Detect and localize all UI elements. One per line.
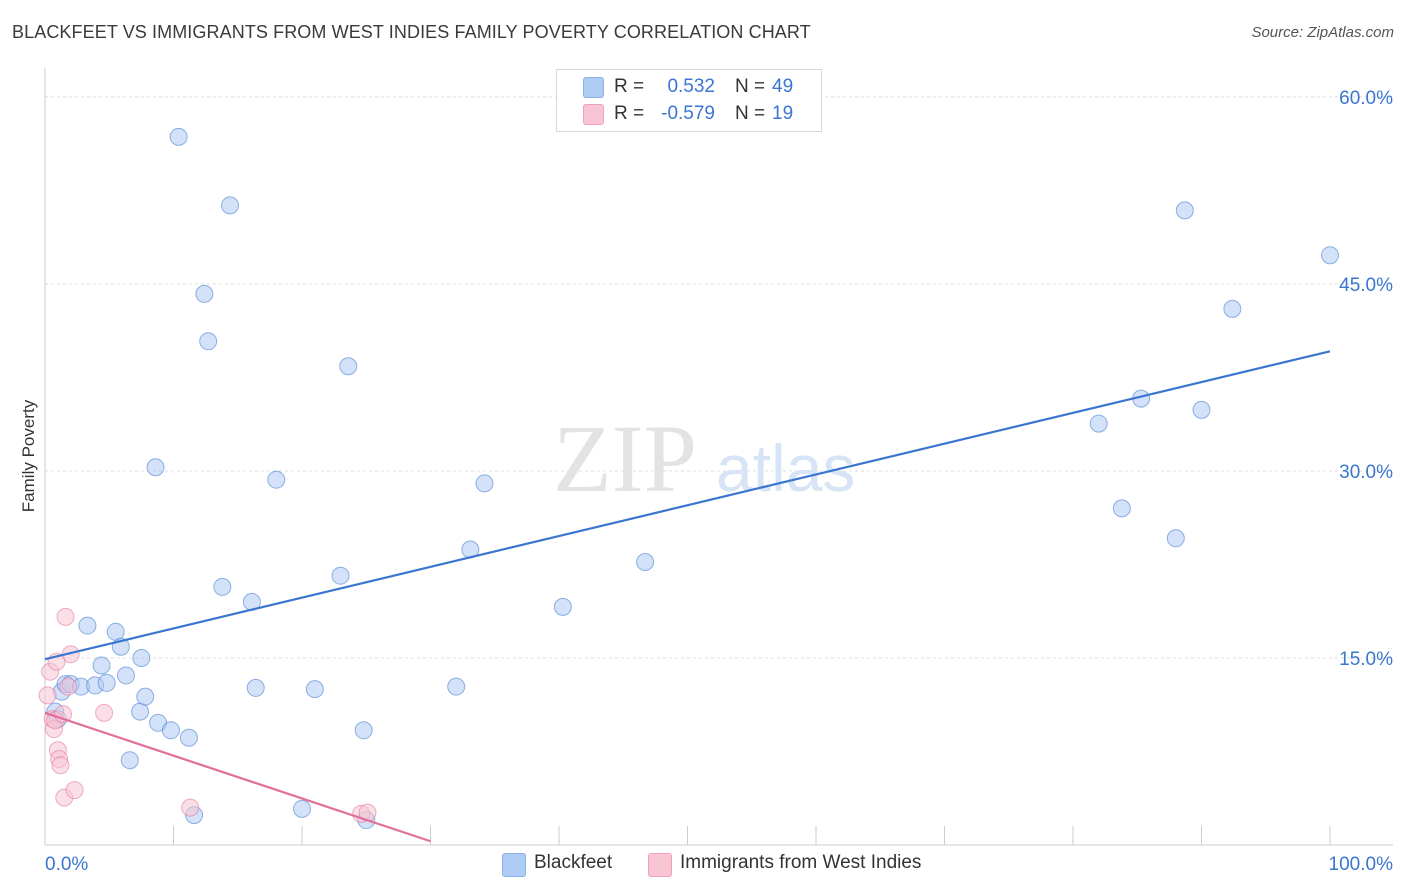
axes-layer [44, 68, 1393, 846]
blackfeet-point [1223, 299, 1242, 318]
blackfeet-point [331, 566, 350, 585]
legend-r-value: -0.579 [661, 103, 715, 124]
blackfeet-point [136, 687, 155, 706]
blackfeet-point [1321, 246, 1339, 265]
legend-n-value: 49 [772, 76, 794, 97]
correlation-legend: R = 0.532 N = 49 R = -0.579 N = 19 [556, 69, 822, 132]
y-tick-label: 60.0% [1339, 88, 1393, 109]
legend-label-blackfeet: Blackfeet [534, 852, 613, 873]
y-tick-label: 45.0% [1339, 275, 1393, 296]
west-indies-point [51, 756, 70, 775]
legend-r-label: R = [614, 76, 645, 97]
legend-label-west-indies: Immigrants from West Indies [680, 852, 922, 873]
west-indies-point [59, 677, 78, 696]
blackfeet-point [78, 616, 97, 635]
blackfeet-point [179, 728, 198, 747]
labels-layer: 15.0% 30.0% 45.0% 60.0% 0.0% 100.0% Family Pov… [19, 88, 1393, 875]
blackfeet-point [246, 678, 265, 697]
x-tick-label: 100.0% [1329, 854, 1394, 875]
legend-swatch-west-indies [583, 104, 604, 125]
watermark: ZIP atlas [553, 405, 855, 512]
blackfeet-point [195, 284, 214, 303]
blackfeet-point [131, 702, 150, 721]
source-label: Source: ZipAtlas.com [1251, 24, 1394, 41]
blackfeet-point [305, 680, 324, 699]
grid-layer [45, 96, 1393, 659]
legend-swatch-west-indies [648, 853, 672, 877]
west-indies-point [56, 607, 75, 626]
blackfeet-point [293, 799, 311, 818]
blackfeet-point [1112, 499, 1131, 518]
legend-n-label: N = [735, 76, 766, 97]
blackfeet-point [1089, 414, 1108, 433]
y-axis-title: Family Poverty [19, 399, 38, 512]
y-tick-label: 30.0% [1339, 462, 1393, 483]
blackfeet-point [146, 458, 165, 477]
west-indies-point [38, 686, 57, 705]
blackfeet-point [213, 577, 232, 596]
legend-n-label: N = [735, 103, 766, 124]
blackfeet-point [1166, 529, 1185, 548]
legend-swatch-blackfeet [583, 77, 604, 98]
blackfeet-point [169, 127, 188, 146]
blackfeet-point [475, 474, 494, 493]
legend-r-value: 0.532 [667, 76, 715, 97]
blackfeet-point [161, 721, 180, 740]
blackfeet-point [132, 648, 151, 667]
west-indies-point [181, 798, 200, 817]
y-tick-label: 15.0% [1339, 649, 1393, 670]
blackfeet-point [636, 552, 655, 571]
blackfeet-point [120, 751, 139, 770]
blackfeet-point [116, 666, 135, 685]
chart-title: BLACKFEET VS IMMIGRANTS FROM WEST INDIES… [12, 22, 811, 42]
legend-n-value: 19 [772, 103, 794, 124]
blackfeet-point [267, 470, 286, 489]
blackfeet-point [221, 196, 240, 215]
watermark-zip: ZIP [553, 405, 697, 512]
blackfeet-point [553, 597, 572, 616]
blackfeet-point [92, 656, 111, 675]
blackfeet-point [1192, 400, 1211, 419]
blackfeet-point [97, 673, 116, 692]
west-indies-point [95, 703, 114, 722]
west-indies-point [65, 781, 84, 800]
blackfeet-trend-line [44, 350, 1331, 661]
legend-r-label: R = [614, 103, 645, 124]
legend-swatch-blackfeet [502, 853, 526, 877]
x-tick-label: 0.0% [45, 854, 88, 875]
trend-layer [44, 350, 1331, 843]
blackfeet-point [354, 721, 373, 740]
blackfeet-point [447, 677, 466, 696]
blackfeet-point [339, 357, 358, 376]
blackfeet-point [199, 332, 218, 351]
blackfeet-point [1175, 201, 1194, 220]
west-indies-trend-line [44, 711, 431, 843]
blackfeet-point [106, 622, 125, 641]
